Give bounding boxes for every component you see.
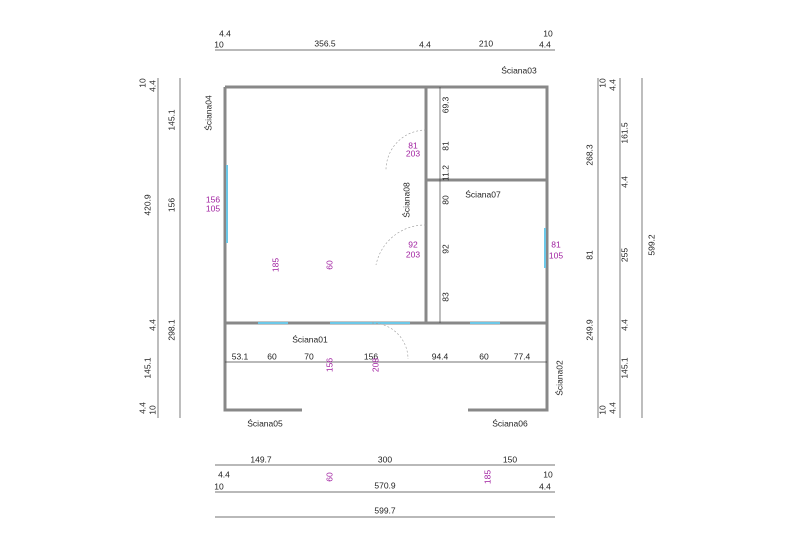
dimension-label: 10	[147, 405, 157, 415]
dimension-label: 599.7	[374, 505, 396, 515]
dimension-label: 4.4	[218, 469, 230, 479]
wall-label: Ściana05	[247, 417, 283, 428]
opening-height: 203	[406, 249, 420, 259]
opening-width: 81	[551, 239, 561, 249]
wall-label: Ściana06	[492, 417, 528, 428]
dimension-label: 10	[543, 28, 553, 38]
dimension-label: 10	[597, 405, 607, 415]
opening-height: 105	[206, 203, 220, 213]
dimension-label: 255	[619, 248, 629, 262]
dimension-label: 145.1	[619, 357, 629, 379]
dimension-label: 4.4	[607, 402, 617, 414]
wall-label: Ściana01	[292, 333, 328, 344]
wall-label: Ściana08	[400, 182, 411, 218]
walls	[223, 85, 549, 412]
wall-label: Ściana07	[465, 188, 501, 199]
dimension-label: 94.4	[432, 351, 449, 361]
dimension-label: 70	[304, 351, 314, 361]
dimension-label: 80	[440, 195, 450, 205]
dimension-label: 4.4	[619, 176, 629, 188]
opening-height: 203	[406, 148, 420, 158]
dimension-label: 83	[440, 292, 450, 302]
dimension-label: 268.3	[584, 144, 594, 166]
dimension-label: 156	[364, 351, 378, 361]
dimension-label: 10	[214, 481, 224, 491]
door-swing	[371, 129, 427, 360]
dimension-label: 298.1	[166, 319, 176, 341]
dimension-label: 356.5	[314, 38, 336, 48]
dimension-label: 161.5	[619, 122, 629, 144]
dimension-label: 81	[584, 250, 594, 260]
opening-height: 185	[482, 470, 492, 484]
opening-width: 60	[324, 260, 334, 270]
dimension-label: 4.4	[619, 319, 629, 331]
dimension-label: 11.2	[440, 165, 450, 181]
dimension-label: 4.4	[147, 319, 157, 331]
opening-width: 156	[206, 194, 220, 204]
opening-width: 60	[324, 472, 334, 482]
dimension-label: 4.4	[219, 28, 231, 38]
dimension-label: 10	[137, 78, 147, 88]
opening-height: 185	[270, 258, 280, 272]
dimension-label: 4.4	[539, 39, 551, 49]
dimension-label: 570.9	[374, 480, 396, 490]
dimension-label: 81	[440, 141, 450, 151]
dimension-label: 210	[479, 38, 493, 48]
dimension-label: 4.4	[137, 402, 147, 414]
dimension-label: 150	[503, 454, 517, 464]
dimension-label: 10	[214, 39, 224, 49]
dimension-label: 53.1	[232, 351, 249, 361]
dimension-label: 60	[267, 351, 277, 361]
dimension-label: 92	[440, 244, 450, 254]
dimension-label: 4.4	[147, 80, 157, 92]
dimension-label: 4.4	[607, 79, 617, 91]
dimension-label: 10	[597, 78, 607, 88]
opening-width: 92	[408, 239, 418, 249]
wall-label: Ściana02	[553, 360, 564, 396]
dimension-label: 77.4	[514, 351, 531, 361]
dimension-label: 10	[543, 469, 553, 479]
dimension-label: 599.2	[646, 234, 656, 256]
dimension-label: 300	[378, 454, 392, 464]
wall-label: Ściana04	[202, 95, 213, 131]
dimension-label: 156	[166, 198, 176, 212]
dimension-label: 4.4	[419, 39, 431, 49]
dimension-label: 145.1	[166, 109, 176, 131]
outer-wall	[223, 85, 549, 412]
opening-width: 81	[408, 140, 418, 150]
dimension-label: 4.4	[539, 481, 551, 491]
opening-width: 156	[324, 358, 334, 372]
dimension-label: 145.1	[142, 357, 152, 379]
dimension-label: 149.7	[250, 454, 272, 464]
dimension-lines	[157, 49, 643, 518]
wall-label: Ściana03	[501, 64, 537, 75]
dimension-label: 60	[479, 351, 489, 361]
dimension-label: 69.3	[440, 96, 450, 113]
opening-height: 105	[549, 250, 563, 260]
dimension-label: 249.9	[584, 319, 594, 341]
opening-height: 208	[370, 358, 380, 372]
dimension-label: 420.9	[142, 194, 152, 216]
